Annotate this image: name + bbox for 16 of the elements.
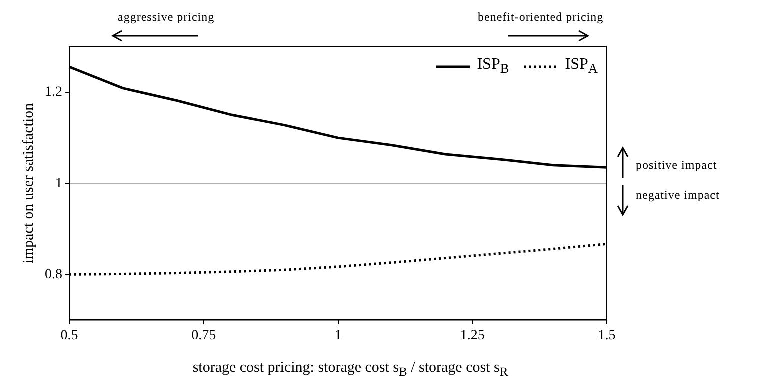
text: aggressive pricing [118, 10, 215, 25]
legend-label: ISP$_{A}$ [565, 56, 598, 78]
y-axis-title: impact on user satisfaction [20, 102, 37, 264]
x-tick-label: 1 [334, 328, 342, 344]
x-tick-label: 1.5 [598, 328, 616, 344]
text: negative impact [636, 188, 720, 203]
text: positive impact [636, 158, 718, 173]
x-tick-label: 0.5 [60, 328, 78, 344]
x-axis-title: storage cost pricing: storage cost s$_{B}$ / storage cost s$_{R}$ [192, 360, 510, 380]
text: benefit-oriented pricing [478, 10, 604, 25]
y-tick-label: 1 [56, 176, 62, 192]
x-tick-label: 1.25 [460, 328, 485, 344]
y-tick-label: 1.2 [45, 85, 62, 100]
y-tick-label: 0.8 [45, 267, 62, 282]
legend-label: ISP$_{B}$ [477, 56, 510, 78]
x-tick-label: 0.75 [192, 328, 216, 344]
